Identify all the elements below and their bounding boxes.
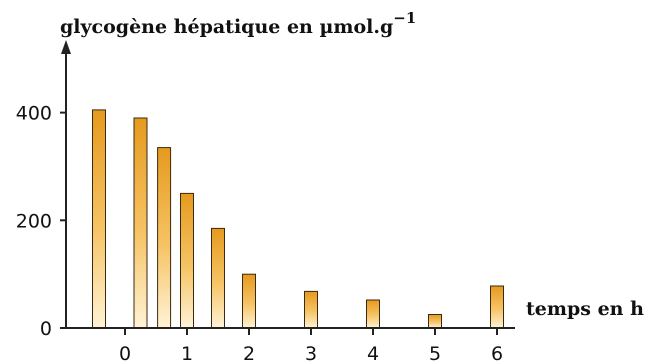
y-tick-label: 200 [16, 210, 52, 232]
bar [428, 314, 442, 329]
bar [490, 285, 504, 329]
y-axis-arrow [61, 40, 71, 54]
bar [304, 290, 318, 329]
y-ticks-group: 0 200 400 [16, 103, 66, 340]
x-tick-label: 2 [243, 343, 255, 364]
x-tick-label: 4 [367, 343, 379, 364]
x-tick-label: 0 [119, 343, 131, 364]
x-ticks-group: 0 1 2 3 4 5 6 [119, 328, 503, 364]
y-axis-title: glycogène hépatique en µmol.g−1 [60, 9, 416, 38]
x-tick-label: 5 [429, 343, 441, 364]
y-tick-label: 400 [16, 103, 52, 125]
bar [366, 299, 380, 329]
bars-group [92, 109, 504, 329]
bar [92, 109, 106, 329]
y-axis-title-exponent: −1 [393, 9, 416, 27]
bar [157, 147, 172, 329]
x-tick-label: 6 [491, 343, 503, 364]
bar [211, 227, 225, 329]
x-tick-label: 3 [305, 343, 317, 364]
x-axis-title: temps en h [526, 298, 644, 320]
bar [133, 117, 148, 329]
bar [180, 192, 194, 329]
bar [242, 273, 256, 329]
x-tick-label: 1 [181, 343, 193, 364]
y-tick-label: 0 [40, 318, 52, 340]
